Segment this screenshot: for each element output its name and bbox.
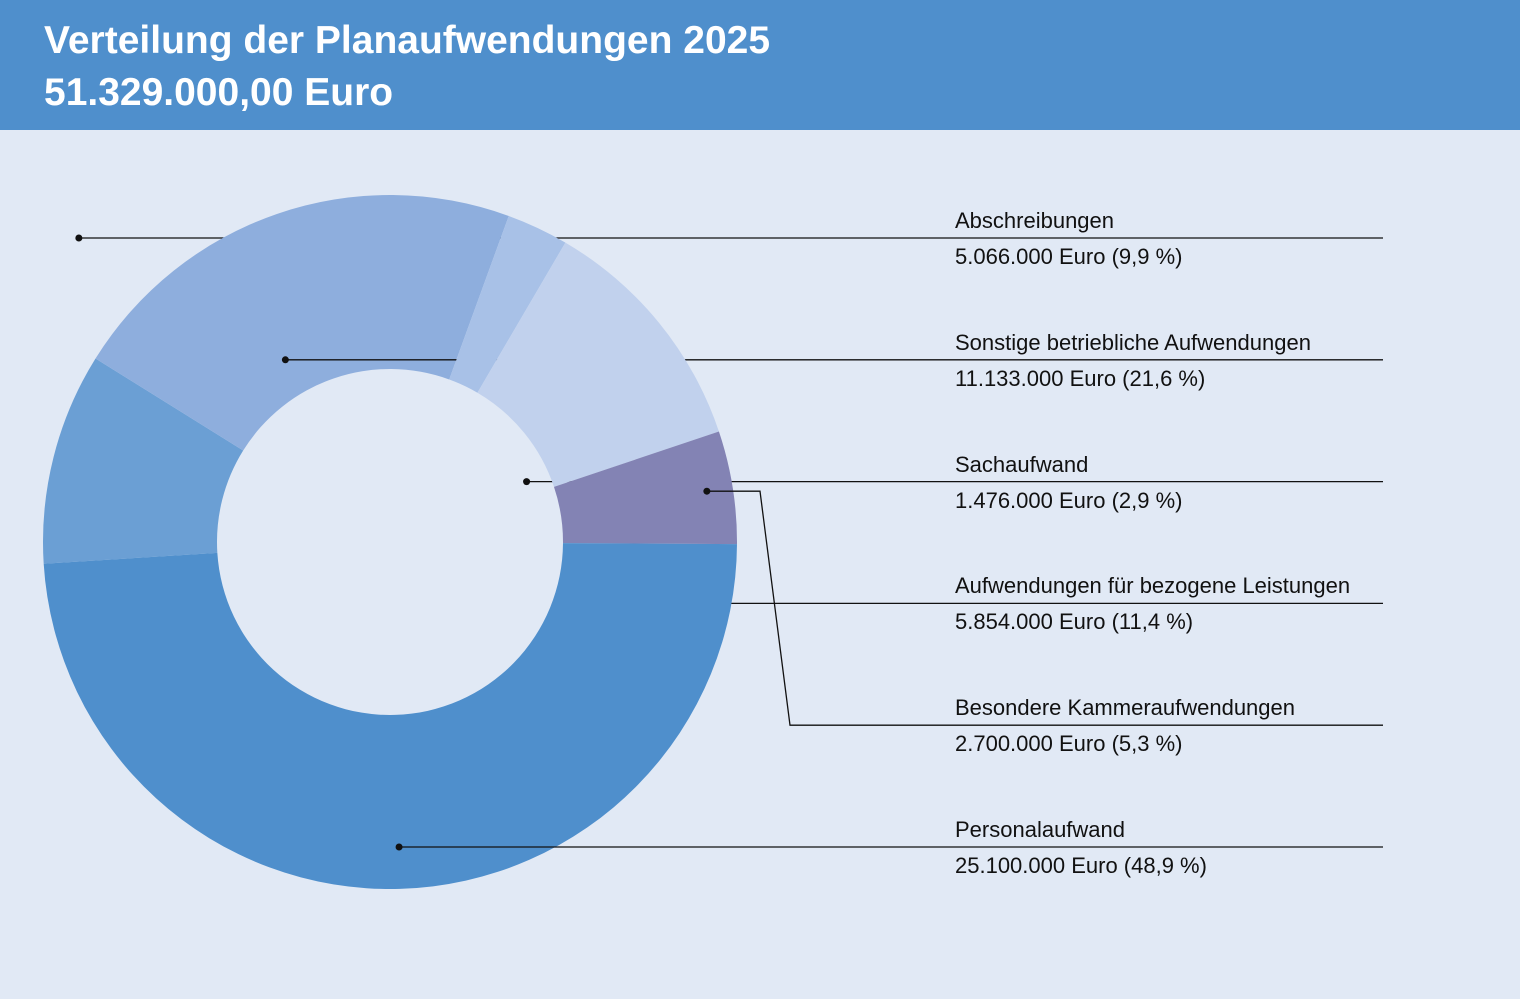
leader-dot <box>281 356 289 364</box>
slice-label-name: Besondere Kammeraufwendungen <box>955 695 1296 721</box>
slice-label-value: 11.133.000 Euro (21,6 %) <box>955 365 1206 391</box>
donut-slice-1 <box>42 358 244 564</box>
leader-dot <box>395 843 403 851</box>
slice-label-name: Sachaufwand <box>955 451 1089 477</box>
donut-slice-3 <box>449 215 566 393</box>
leader-dot <box>75 234 83 242</box>
donut-slice-4 <box>477 242 719 487</box>
donut-slice-6 <box>43 543 737 889</box>
slice-label-name: Abschreibungen <box>955 208 1115 233</box>
leader-line <box>706 490 1383 726</box>
slice-label-name: Sonstige betriebliche Aufwendungen <box>955 329 1311 355</box>
page-subtitle: 51.329.000,00 Euro <box>44 71 394 114</box>
leader-dot <box>703 487 711 495</box>
donut-slice-5 <box>553 431 737 545</box>
slice-label-name: Personalaufwand <box>955 817 1126 842</box>
slice-label-value: 5.066.000 Euro (9,9 %) <box>955 244 1183 269</box>
header-bar: Verteilung der Planaufwendungen 2025 51.… <box>0 0 1520 130</box>
donut-slice-2 <box>95 195 509 451</box>
slice-label-value: 25.100.000 Euro (48,9 %) <box>955 853 1207 878</box>
slice-label-name: Aufwendungen für bezogene Leistungen <box>955 573 1351 599</box>
page-title: Verteilung der Planaufwendungen 2025 <box>44 19 771 62</box>
leader-dot <box>523 478 531 486</box>
slice-label-value: 2.700.000 Euro (5,3 %) <box>955 731 1183 757</box>
slice-label-value: 5.854.000 Euro (11,4 %) <box>955 609 1194 635</box>
slice-label-value: 1.476.000 Euro (2,9 %) <box>955 487 1183 513</box>
